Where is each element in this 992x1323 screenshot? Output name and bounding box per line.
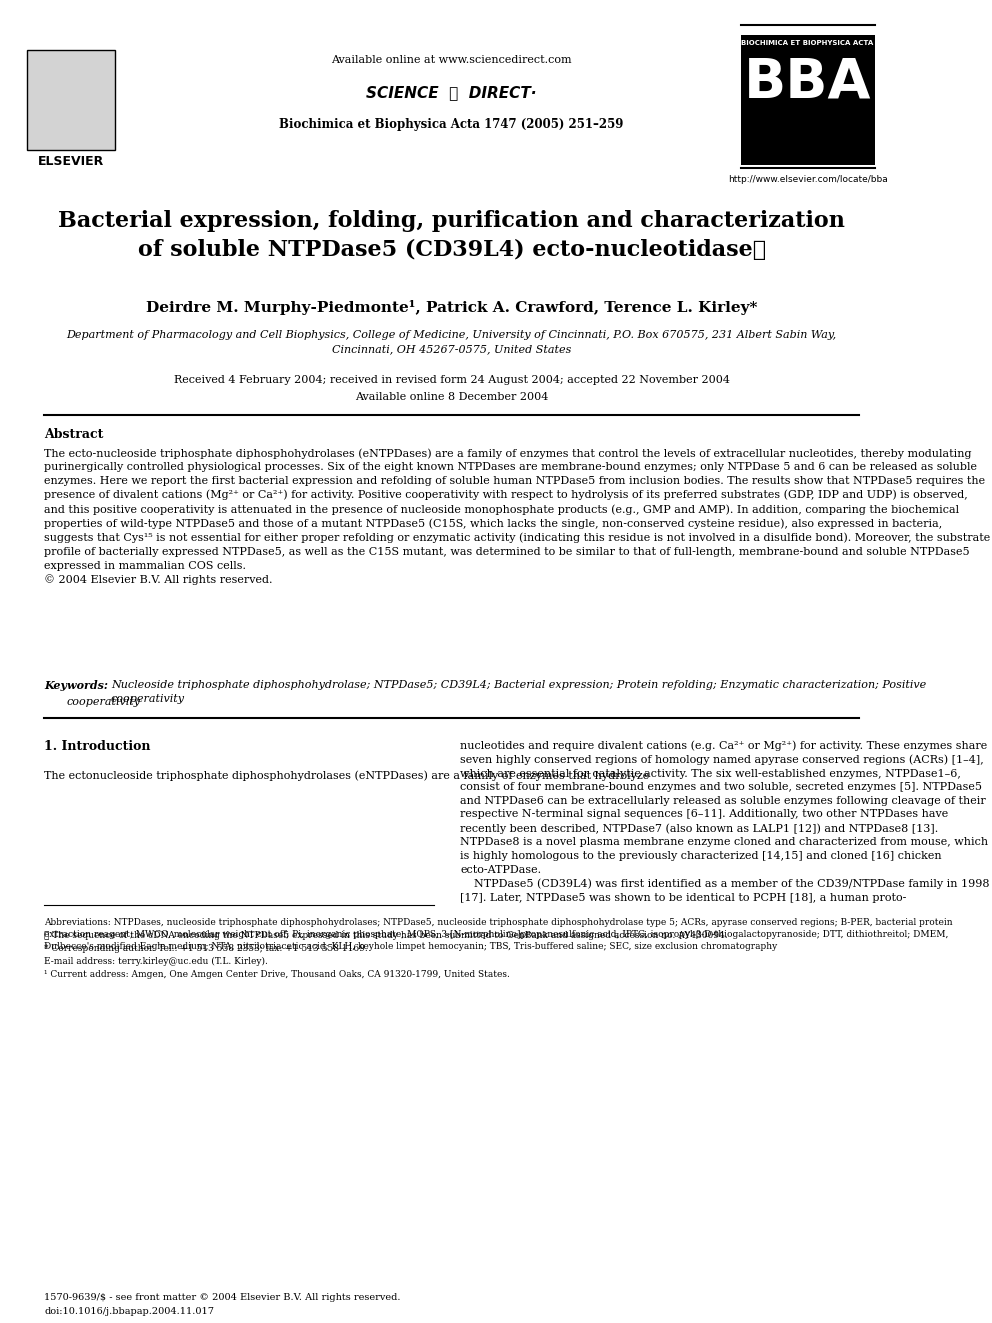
- FancyBboxPatch shape: [741, 34, 875, 165]
- Text: 1570-9639/$ - see front matter © 2004 Elsevier B.V. All rights reserved.: 1570-9639/$ - see front matter © 2004 El…: [45, 1293, 401, 1302]
- Text: nucleotides and require divalent cations (e.g. Ca²⁺ or Mg²⁺) for activity. These: nucleotides and require divalent cations…: [460, 740, 990, 902]
- Text: Bacterial expression, folding, purification and characterization
of soluble NTPD: Bacterial expression, folding, purificat…: [59, 210, 845, 261]
- Text: Available online 8 December 2004: Available online 8 December 2004: [355, 392, 549, 402]
- Text: BIOCHIMICA ET BIOPHYSICA ACTA: BIOCHIMICA ET BIOPHYSICA ACTA: [741, 40, 874, 46]
- Text: Abbreviations: NTPDases, nucleoside triphosphate diphosphohydrolases; NTPDase5, : Abbreviations: NTPDases, nucleoside trip…: [45, 918, 953, 951]
- Text: The ecto-nucleoside triphosphate diphosphohydrolases (eNTPDases) are a family of: The ecto-nucleoside triphosphate diphosp…: [45, 448, 991, 585]
- Text: ¹ Current address: Amgen, One Amgen Center Drive, Thousand Oaks, CA 91320-1799, : ¹ Current address: Amgen, One Amgen Cent…: [45, 970, 510, 979]
- Text: SCIENCE  ⓓ  DIRECT·: SCIENCE ⓓ DIRECT·: [366, 85, 537, 101]
- Text: Abstract: Abstract: [45, 429, 104, 441]
- Text: Keywords:: Keywords:: [45, 680, 108, 691]
- Text: The ectonucleoside triphosphate diphosphohydrolases (eNTPDases) are a family of : The ectonucleoside triphosphate diphosph…: [45, 770, 650, 781]
- FancyBboxPatch shape: [27, 50, 115, 149]
- Text: Department of Pharmacology and Cell Biophysics, College of Medicine, University : Department of Pharmacology and Cell Biop…: [66, 329, 836, 355]
- Text: ELSEVIER: ELSEVIER: [38, 155, 104, 168]
- Text: ★ The sequence of the cDNA encoding the NTPDase5 expressed in this study has bee: ★ The sequence of the cDNA encoding the …: [45, 931, 728, 941]
- Text: Biochimica et Biophysica Acta 1747 (2005) 251–259: Biochimica et Biophysica Acta 1747 (2005…: [280, 118, 624, 131]
- Text: Available online at www.sciencedirect.com: Available online at www.sciencedirect.co…: [331, 56, 572, 65]
- Text: http://www.elsevier.com/locate/bba: http://www.elsevier.com/locate/bba: [728, 175, 888, 184]
- Text: Received 4 February 2004; received in revised form 24 August 2004; accepted 22 N: Received 4 February 2004; received in re…: [174, 374, 729, 385]
- Text: E-mail address: terry.kirley@uc.edu (T.L. Kirley).: E-mail address: terry.kirley@uc.edu (T.L…: [45, 957, 268, 966]
- Text: BBA: BBA: [744, 56, 871, 108]
- Text: doi:10.1016/j.bbapap.2004.11.017: doi:10.1016/j.bbapap.2004.11.017: [45, 1307, 214, 1316]
- Text: * Corresponding author. Tel.: +1 513 558 2353; fax: +1 513 558 1169.: * Corresponding author. Tel.: +1 513 558…: [45, 945, 368, 953]
- Text: Deirdre M. Murphy-Piedmonte¹, Patrick A. Crawford, Terence L. Kirley*: Deirdre M. Murphy-Piedmonte¹, Patrick A.…: [146, 300, 757, 315]
- Text: 1. Introduction: 1. Introduction: [45, 740, 151, 753]
- Text: cooperativity: cooperativity: [66, 697, 141, 706]
- Text: Nucleoside triphosphate diphosphohydrolase; NTPDase5; CD39L4; Bacterial expressi: Nucleoside triphosphate diphosphohydrola…: [111, 680, 927, 704]
